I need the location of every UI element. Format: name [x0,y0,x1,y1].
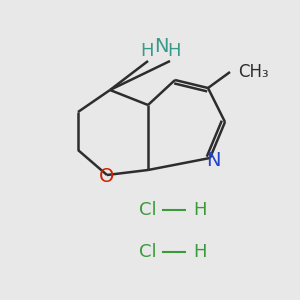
Text: H: H [140,42,154,60]
Text: O: O [99,167,115,187]
Text: Cl: Cl [139,243,157,261]
Text: H: H [193,201,207,219]
Text: H: H [167,42,181,60]
Text: N: N [154,37,168,56]
Text: N: N [206,151,220,169]
Text: H: H [193,243,207,261]
Text: Cl: Cl [139,201,157,219]
Text: CH₃: CH₃ [238,63,268,81]
